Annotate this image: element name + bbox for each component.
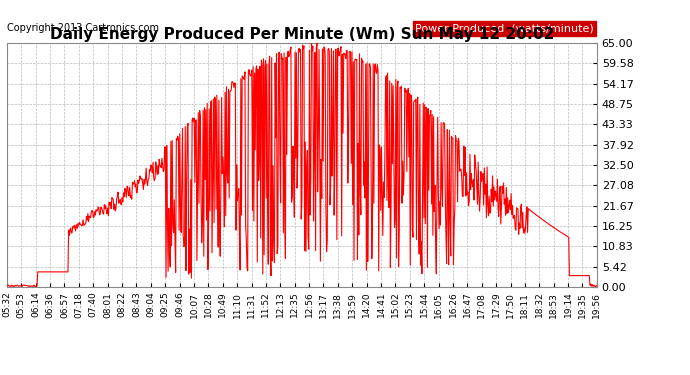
Text: Copyright 2013 Cartronics.com: Copyright 2013 Cartronics.com: [7, 23, 159, 33]
Text: Power Produced  (watts/minute): Power Produced (watts/minute): [415, 23, 594, 33]
Title: Daily Energy Produced Per Minute (Wm) Sun May 12 20:02: Daily Energy Produced Per Minute (Wm) Su…: [50, 27, 554, 42]
